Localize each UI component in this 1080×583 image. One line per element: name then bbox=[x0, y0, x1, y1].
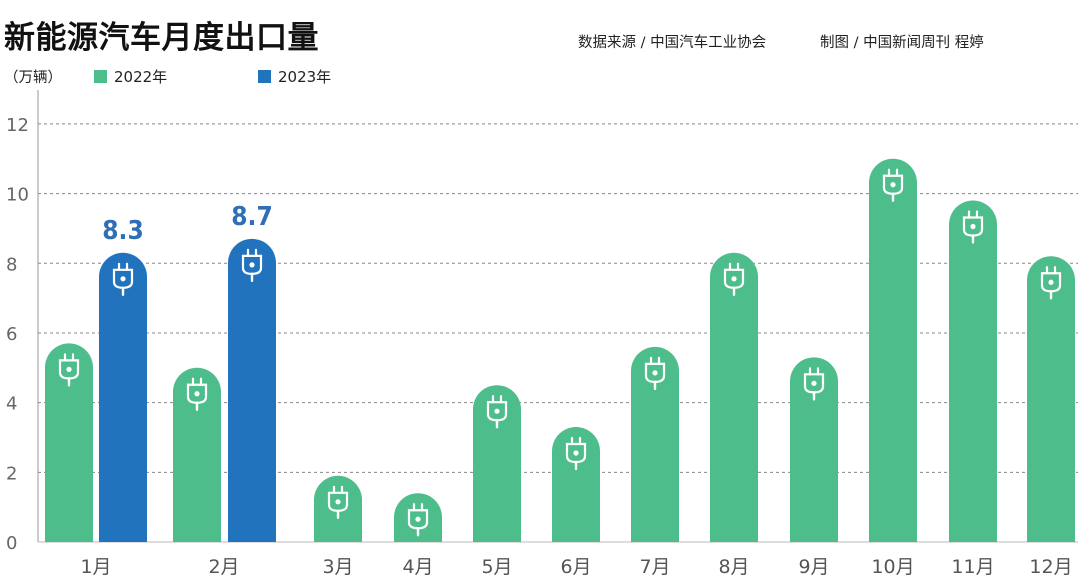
bar-2022-12月 bbox=[1027, 256, 1075, 542]
bar-2022-8月 bbox=[710, 252, 758, 542]
bar-2023-1月 bbox=[99, 252, 147, 542]
chart-credit-note: 制图 / 中国新闻周刊 程婷 bbox=[820, 35, 984, 51]
x-tick-label-3月: 3月 bbox=[322, 556, 353, 578]
plug-icon bbox=[803, 367, 825, 401]
x-tick-label-5月: 5月 bbox=[481, 556, 512, 578]
plug-icon bbox=[112, 262, 134, 296]
legend-label-2022: 2022年 bbox=[114, 68, 168, 86]
legend-swatch-2022 bbox=[94, 70, 107, 83]
legend-item-2022: 2022年 bbox=[94, 66, 167, 87]
plug-icon bbox=[565, 436, 587, 471]
data-label-2023-2月: 8.7 bbox=[231, 202, 272, 232]
plug-icon bbox=[882, 168, 904, 202]
bar-2023-2月 bbox=[228, 238, 276, 543]
bar-2022-5月 bbox=[473, 385, 521, 542]
plug-icon bbox=[407, 503, 429, 537]
plug-icon bbox=[644, 356, 666, 391]
chart-title: 新能源汽车月度出口量 bbox=[4, 20, 319, 56]
y-tick-label-12: 12 bbox=[6, 115, 29, 136]
y-tick-label-0: 0 bbox=[6, 533, 17, 554]
y-tick-label-4: 4 bbox=[6, 394, 17, 415]
data-source-note: 数据来源 / 中国汽车工业协会 bbox=[578, 35, 767, 51]
bar-2022-6月 bbox=[552, 427, 600, 542]
x-tick-label-1月: 1月 bbox=[80, 556, 111, 578]
x-tick-label-4月: 4月 bbox=[402, 556, 433, 578]
bar-2022-9月 bbox=[790, 357, 838, 542]
plug-icon bbox=[486, 395, 508, 429]
x-tick-label-7月: 7月 bbox=[639, 556, 670, 578]
y-tick-label-8: 8 bbox=[6, 254, 17, 275]
plug-icon bbox=[723, 262, 745, 296]
x-tick-label-9月: 9月 bbox=[798, 556, 829, 578]
legend-label-2023: 2023年 bbox=[278, 68, 332, 86]
bar-2022-1月 bbox=[45, 343, 93, 542]
x-tick-label-2月: 2月 bbox=[208, 556, 239, 578]
bar-2022-3月 bbox=[314, 475, 362, 542]
x-tick-label-8月: 8月 bbox=[718, 556, 749, 578]
y-tick-label-10: 10 bbox=[6, 185, 29, 206]
x-tick-label-12月: 12月 bbox=[1029, 556, 1072, 578]
plug-icon bbox=[327, 485, 349, 519]
legend-item-2023: 2023年 bbox=[258, 66, 331, 87]
data-label-2023-1月: 8.3 bbox=[102, 216, 143, 246]
plug-icon bbox=[1040, 266, 1062, 300]
plug-icon bbox=[962, 210, 984, 244]
bar-2022-10月 bbox=[869, 158, 917, 542]
y-tick-label-6: 6 bbox=[6, 324, 17, 345]
bar-2022-11月 bbox=[949, 200, 997, 542]
plug-icon bbox=[241, 248, 263, 283]
bar-2022-2月 bbox=[173, 367, 221, 542]
plug-icon bbox=[58, 353, 80, 387]
y-tick-label-2: 2 bbox=[6, 463, 17, 484]
x-tick-label-11月: 11月 bbox=[951, 556, 994, 578]
bar-2022-7月 bbox=[631, 346, 679, 542]
x-tick-label-6月: 6月 bbox=[560, 556, 591, 578]
unit-label: （万辆） bbox=[4, 70, 62, 86]
x-tick-label-10月: 10月 bbox=[871, 556, 914, 578]
legend-swatch-2023 bbox=[258, 70, 271, 83]
plug-icon bbox=[186, 377, 208, 411]
